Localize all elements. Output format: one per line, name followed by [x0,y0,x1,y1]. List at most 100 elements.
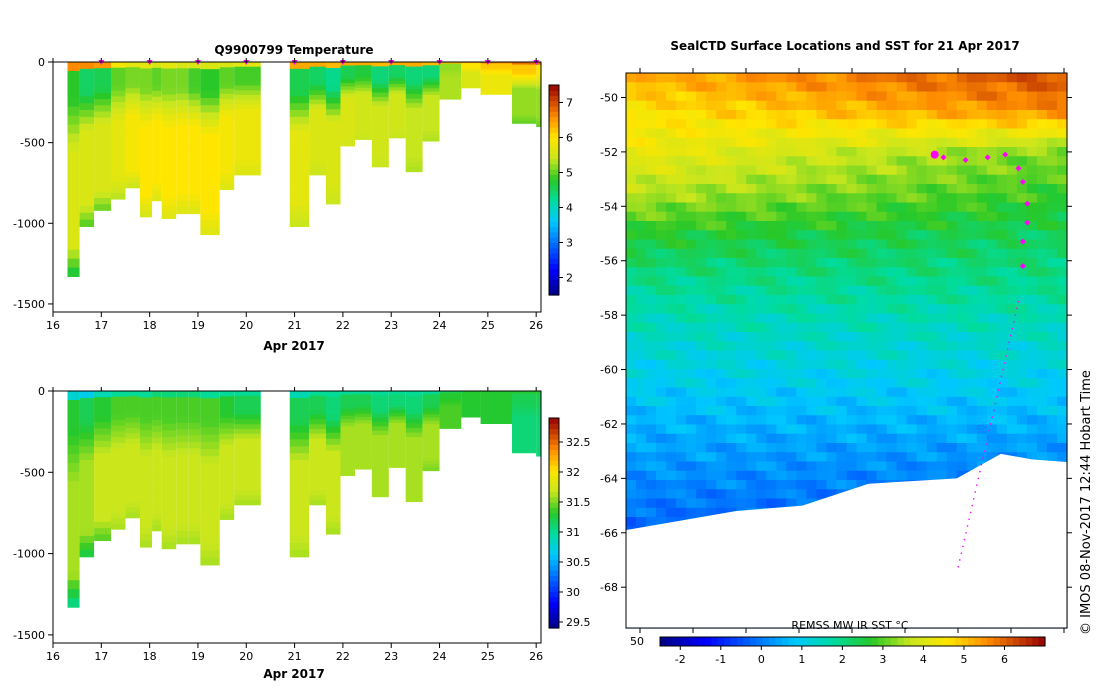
profile-cell [405,130,423,136]
sst-cell [976,119,988,130]
track-dot [1017,300,1020,303]
profile-cell [354,87,372,92]
colorbar-band [692,637,700,646]
sst-cell [686,452,697,463]
sst-cell [856,480,868,490]
sst-cell [936,82,948,93]
sst-cell [866,110,878,120]
sst-cell [926,341,938,352]
seal-location-marker [1002,151,1009,158]
sst-cell [956,100,968,111]
profile-cell [371,461,389,467]
sst-cell [906,137,918,148]
sst-cell [996,202,1008,213]
sst-cell [826,73,838,83]
sst-cell [906,285,918,296]
sst-cell [936,156,948,167]
sst-cell [766,193,777,204]
sst-cell [716,285,727,296]
colorbar-band [923,637,931,646]
sst-cell [786,350,797,361]
profile-cell [139,81,153,89]
profile-cell [480,414,513,416]
sst-cell [746,461,757,472]
profile-cell [200,213,220,221]
sst-cell [706,443,717,453]
sst-cell [966,147,978,157]
sst-cell [1056,184,1068,194]
colorbar-band [549,591,559,598]
sst-cell [746,174,757,185]
sst-cell [756,406,767,416]
sst-cell [886,443,898,453]
profile-cell [152,194,162,202]
profile-cell [152,524,162,532]
sst-cell [646,313,657,324]
profile-cell [139,527,153,535]
profile-cell [188,87,201,95]
sst-cell [636,433,647,444]
profile-cell [325,127,341,134]
sst-cell [796,221,808,231]
profile-cell [388,74,406,79]
profile-cell [234,395,261,401]
profile-cell [79,391,95,399]
profile-cell [110,500,126,507]
sst-cell [636,332,647,342]
sst-cell [856,359,868,370]
sst-cell [936,147,948,157]
sst-cell [706,433,717,444]
sst-cell [966,258,978,268]
sst-cell [1026,267,1038,278]
profile-cell [152,449,162,456]
seal-location-marker [1015,165,1022,172]
sst-cell [886,295,898,305]
sst-cell [896,369,908,379]
sst-cell [786,322,797,333]
profile-cell [461,65,481,67]
sst-cell [796,137,808,148]
sst-cell [796,406,808,416]
sst-cell [1006,406,1018,416]
sst-cell [636,489,647,500]
sst-cell [826,156,838,167]
seal-location-marker [1024,219,1031,226]
profile-cell [325,516,341,523]
sst-cell [866,100,878,111]
sst-cell [896,165,908,176]
sst-cell [976,258,988,268]
profile-cell [536,418,541,422]
sst-cell [636,202,647,213]
sst-cell [806,415,818,426]
sst-cell [836,304,848,315]
sst-cell [806,285,818,296]
sst-cell [706,452,717,463]
profile-cell [354,417,372,421]
track-dot [957,565,960,568]
sst-cell [1026,341,1038,352]
sst-cell [776,378,787,389]
profile-cell [152,85,162,92]
sst-cell [926,369,938,379]
sst-cell [926,193,938,204]
profile-cell [512,87,537,91]
sst-cell [736,498,747,509]
sst-cell [836,267,848,278]
profile-cell [219,184,235,190]
profile-cell [161,81,177,89]
sst-cell [936,73,948,83]
sst-cell [906,248,918,259]
profile-cell [461,68,481,71]
sst-cell [656,110,667,120]
sst-cell [936,313,948,324]
profile-cell [388,65,406,69]
sst-cell [826,258,838,268]
sst-cell [826,267,838,278]
sst-cell [906,100,918,111]
sst-cell [916,424,928,435]
sst-cell [886,82,898,93]
sst-cell [906,313,918,324]
sst-cell [676,248,687,259]
sst-cell [976,156,988,167]
sst-cell [786,156,797,167]
